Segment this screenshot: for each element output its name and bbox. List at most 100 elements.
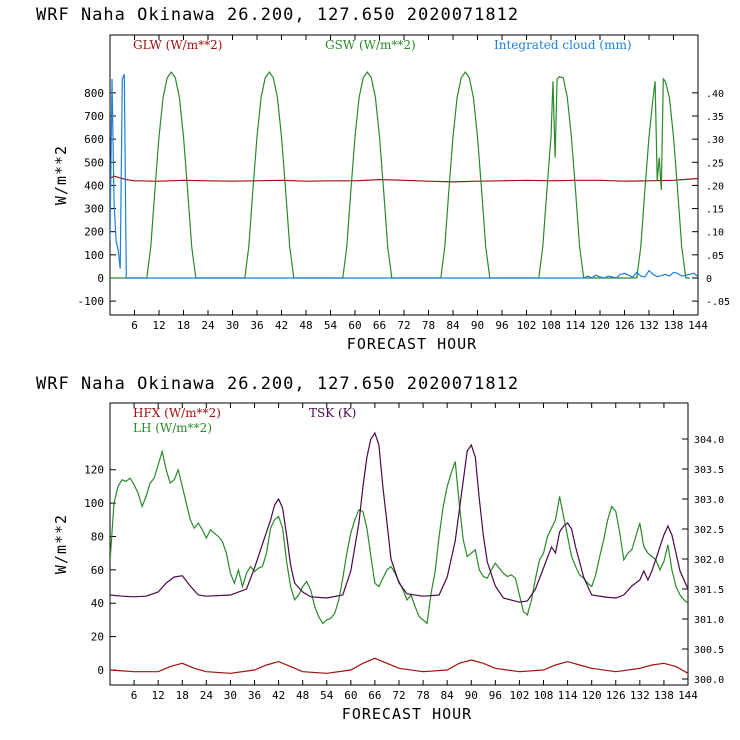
plot-frame xyxy=(109,34,699,316)
x-tick-label: 54 xyxy=(320,689,334,702)
x-tick-label: 102 xyxy=(509,689,529,702)
legend-glw: GLW (W/m**2) xyxy=(133,38,222,52)
series-line-integrated xyxy=(110,74,698,279)
x-tick-label: 60 xyxy=(344,689,357,702)
y2-tick-label: .20 xyxy=(706,181,724,192)
x-tick-label: 102 xyxy=(517,319,537,332)
legend-tsk: TSK (K) xyxy=(309,406,356,420)
x-tick-label: 96 xyxy=(489,689,502,702)
y2-tick-label: 300.0 xyxy=(694,675,724,686)
chart-title: WRF Naha Okinawa 26.200, 127.650 2020071… xyxy=(36,374,519,394)
x-tick-label: 126 xyxy=(606,689,626,702)
y2-tick-label: 303.5 xyxy=(694,465,724,476)
chart-title: WRF Naha Okinawa 26.200, 127.650 2020071… xyxy=(36,5,519,25)
x-tick-label: 66 xyxy=(373,319,386,332)
y2-tick-label: .35 xyxy=(706,112,724,123)
x-axis-label: FORECAST HOUR xyxy=(347,335,477,353)
x-tick-label: 84 xyxy=(446,319,460,332)
x-tick-label: 144 xyxy=(688,319,708,332)
y-tick-label: -100 xyxy=(78,295,105,308)
y-tick-label: 800 xyxy=(84,87,104,100)
x-tick-label: 24 xyxy=(201,319,215,332)
x-tick-label: 138 xyxy=(664,319,684,332)
x-tick-label: 18 xyxy=(177,319,190,332)
x-tick-label: 78 xyxy=(422,319,435,332)
y2-tick-label: 302.0 xyxy=(694,555,724,566)
y2-tick-label: 0 xyxy=(706,274,712,285)
y-tick-label: 0 xyxy=(97,272,104,285)
chart-panel-2: WRF Naha Okinawa 26.200, 127.650 2020071… xyxy=(36,374,724,723)
x-tick-label: 6 xyxy=(131,319,138,332)
y2-tick-label: .25 xyxy=(706,158,724,169)
x-tick-label: 36 xyxy=(248,689,261,702)
y-axis-label: W/m**2 xyxy=(52,145,70,205)
legend-integrated: Integrated cloud (mm) xyxy=(494,38,632,52)
y2-tick-label: .40 xyxy=(706,89,724,100)
y-axis-label: W/m**2 xyxy=(52,514,70,574)
y2-tick-label: .05 xyxy=(706,251,724,262)
x-tick-label: 108 xyxy=(541,319,561,332)
x-tick-label: 30 xyxy=(224,689,237,702)
x-tick-label: 42 xyxy=(275,319,288,332)
x-tick-label: 96 xyxy=(495,319,508,332)
x-tick-label: 120 xyxy=(582,689,602,702)
y2-tick-label: .15 xyxy=(706,205,724,216)
legend-gsw: GSW (W/m**2) xyxy=(325,38,416,52)
x-tick-label: 84 xyxy=(441,689,455,702)
y-tick-label: 0 xyxy=(97,664,104,677)
y-tick-label: 120 xyxy=(84,464,104,477)
y2-tick-label: 301.5 xyxy=(694,585,724,596)
y-tick-label: 20 xyxy=(91,631,104,644)
x-tick-label: 72 xyxy=(392,689,405,702)
x-tick-label: 12 xyxy=(152,689,165,702)
y-tick-label: 200 xyxy=(84,226,104,239)
x-tick-label: 30 xyxy=(226,319,239,332)
series-line-tsk xyxy=(110,431,688,603)
y-tick-label: 700 xyxy=(84,110,104,123)
y2-tick-label: 303.0 xyxy=(694,495,724,506)
y2-tick-label: -.05 xyxy=(706,297,730,308)
x-tick-label: 54 xyxy=(324,319,338,332)
x-tick-label: 90 xyxy=(465,689,478,702)
y2-tick-label: .10 xyxy=(706,228,724,239)
x-tick-label: 48 xyxy=(299,319,312,332)
x-tick-label: 72 xyxy=(397,319,410,332)
x-tick-label: 90 xyxy=(471,319,484,332)
y2-tick-label: .30 xyxy=(706,135,724,146)
y-tick-label: 60 xyxy=(91,564,104,577)
x-tick-label: 6 xyxy=(131,689,138,702)
series-line-hfx xyxy=(110,657,688,674)
y-tick-label: 400 xyxy=(84,179,104,192)
x-axis-label: FORECAST HOUR xyxy=(342,705,472,723)
x-tick-label: 18 xyxy=(176,689,189,702)
plot-frame xyxy=(109,402,689,686)
series-line-gsw xyxy=(110,70,690,279)
x-tick-label: 12 xyxy=(152,319,165,332)
legend-lh: LH (W/m**2) xyxy=(133,421,212,435)
y-tick-label: 500 xyxy=(84,156,104,169)
y-tick-label: 100 xyxy=(84,497,104,510)
y2-tick-label: 304.0 xyxy=(694,435,724,446)
x-tick-label: 114 xyxy=(566,319,586,332)
chart-panel-1: WRF Naha Okinawa 26.200, 127.650 2020071… xyxy=(36,5,730,353)
x-tick-label: 78 xyxy=(416,689,429,702)
y-tick-label: 40 xyxy=(91,597,104,610)
y2-tick-label: 301.0 xyxy=(694,615,724,626)
x-tick-label: 126 xyxy=(615,319,635,332)
x-tick-label: 132 xyxy=(630,689,650,702)
x-tick-label: 60 xyxy=(348,319,361,332)
y2-tick-label: 302.5 xyxy=(694,525,724,536)
y-tick-label: 300 xyxy=(84,203,104,216)
x-tick-label: 108 xyxy=(534,689,554,702)
x-tick-label: 42 xyxy=(272,689,285,702)
x-tick-label: 48 xyxy=(296,689,309,702)
series-line-lh xyxy=(110,449,688,625)
x-tick-label: 24 xyxy=(200,689,214,702)
series-line-glw xyxy=(110,175,698,183)
y-tick-label: 600 xyxy=(84,133,104,146)
x-tick-label: 120 xyxy=(590,319,610,332)
y-tick-label: 80 xyxy=(91,530,104,543)
legend-hfx: HFX (W/m**2) xyxy=(133,406,221,420)
y-tick-label: 100 xyxy=(84,249,104,262)
